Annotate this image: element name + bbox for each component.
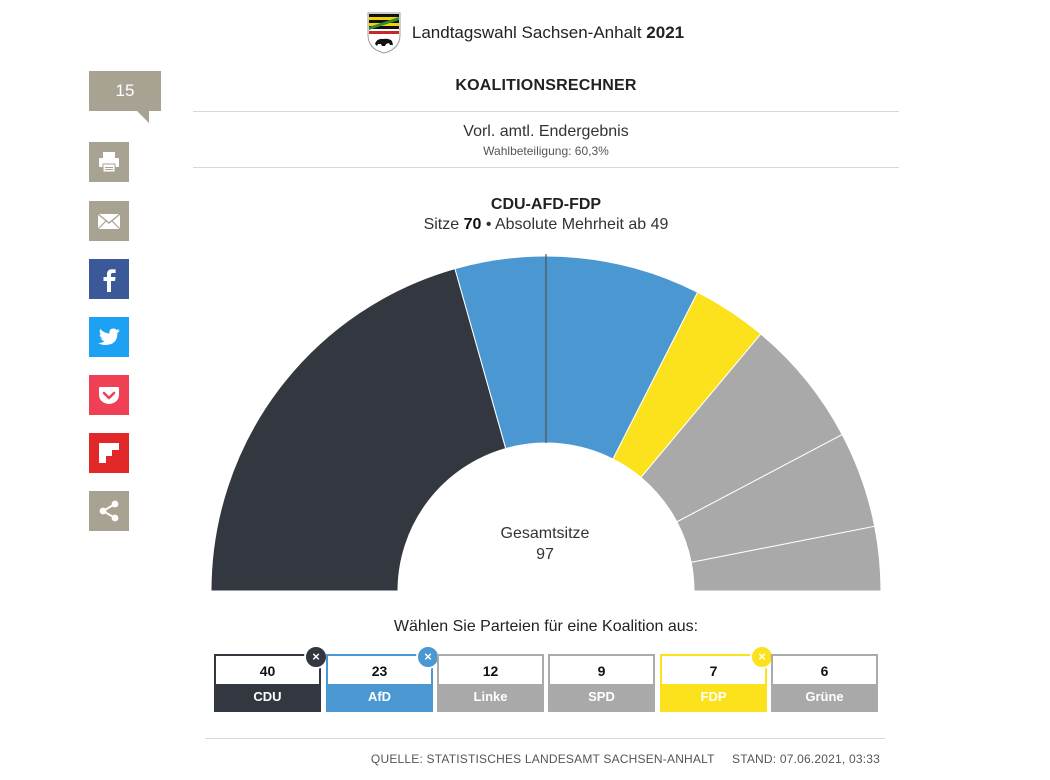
seat-segment-cdu [210,267,507,592]
divider [193,111,899,112]
party-seats: 23 [371,663,388,679]
twitter-button[interactable] [89,317,129,357]
share-counter: 15 [89,71,161,123]
pocket-icon [99,387,119,404]
flipboard-icon [99,443,119,463]
remove-party-icon[interactable]: × [750,645,774,669]
pocket-button[interactable] [89,375,129,415]
coalition-name: CDU-AFD-FDP [490,196,602,213]
party-seats: 6 [820,663,829,679]
share-sidebar: 15 [89,71,161,531]
total-seats-value: 97 [536,546,554,563]
party-name: AfD [328,684,431,710]
print-icon [99,152,119,173]
party-button-fdp[interactable]: 7 FDP × [660,645,774,712]
party-button-cdu[interactable]: 40 CDU × [214,645,328,712]
source-text: QUELLE: STATISTISCHES LANDESAMT SACHSEN-… [370,752,715,766]
result-status: Vorl. amtl. Endergebnis [463,123,629,140]
counter-tail [137,111,149,123]
party-name: FDP [662,684,765,710]
divider [205,738,885,739]
twitter-icon [98,328,120,345]
party-button-linke[interactable]: 12 Linke [437,654,544,712]
mail-icon [97,213,121,230]
party-seats: 7 [709,663,718,679]
page-header: Landtagswahl Sachsen-Anhalt 2021 [0,11,1050,55]
choose-parties-label: Wählen Sie Parteien für eine Koalition a… [393,618,699,635]
calculator-title: KOALITIONSRECHNER [455,77,637,94]
party-button-spd[interactable]: 9 SPD [548,654,655,712]
footer: QUELLE: STATISTISCHES LANDESAMT SACHSEN-… [371,752,880,766]
email-button[interactable] [89,201,129,241]
divider [193,167,899,168]
party-name: Grüne [773,684,876,710]
print-button[interactable] [89,142,129,182]
remove-party-icon[interactable]: × [416,645,440,669]
party-name: SPD [550,684,653,710]
coalition-seat-count: 70 [463,216,482,233]
total-seats-label: Gesamtsitze [500,525,590,542]
date-text: STAND: 07.06.2021, 03:33 [731,752,880,766]
party-name: CDU [216,684,319,710]
party-seats: 40 [259,663,276,679]
facebook-button[interactable] [89,259,129,299]
remove-party-icon[interactable]: × [304,645,328,669]
share-button[interactable] [89,491,129,531]
coat-of-arms-icon [367,12,401,54]
party-seats: 12 [482,663,499,679]
party-name: Linke [439,684,542,710]
party-button-grne[interactable]: 6 Grüne [771,654,878,712]
turnout: Wahlbeteiligung: 60,3% [483,144,609,158]
party-seats: 9 [597,663,606,679]
share-count: 15 [115,81,135,100]
header-title: Landtagswahl Sachsen-Anhalt 2021 [411,23,685,42]
facebook-icon [103,269,116,292]
share-icon [99,500,119,522]
seat-segment-afd [454,255,699,460]
flipboard-button[interactable] [89,433,129,473]
seat-segment-grne [690,525,882,592]
party-button-afd[interactable]: 23 AfD × [326,645,440,712]
coalition-seats: Sitze 70 • Absolute Mehrheit ab 49 [423,216,669,233]
